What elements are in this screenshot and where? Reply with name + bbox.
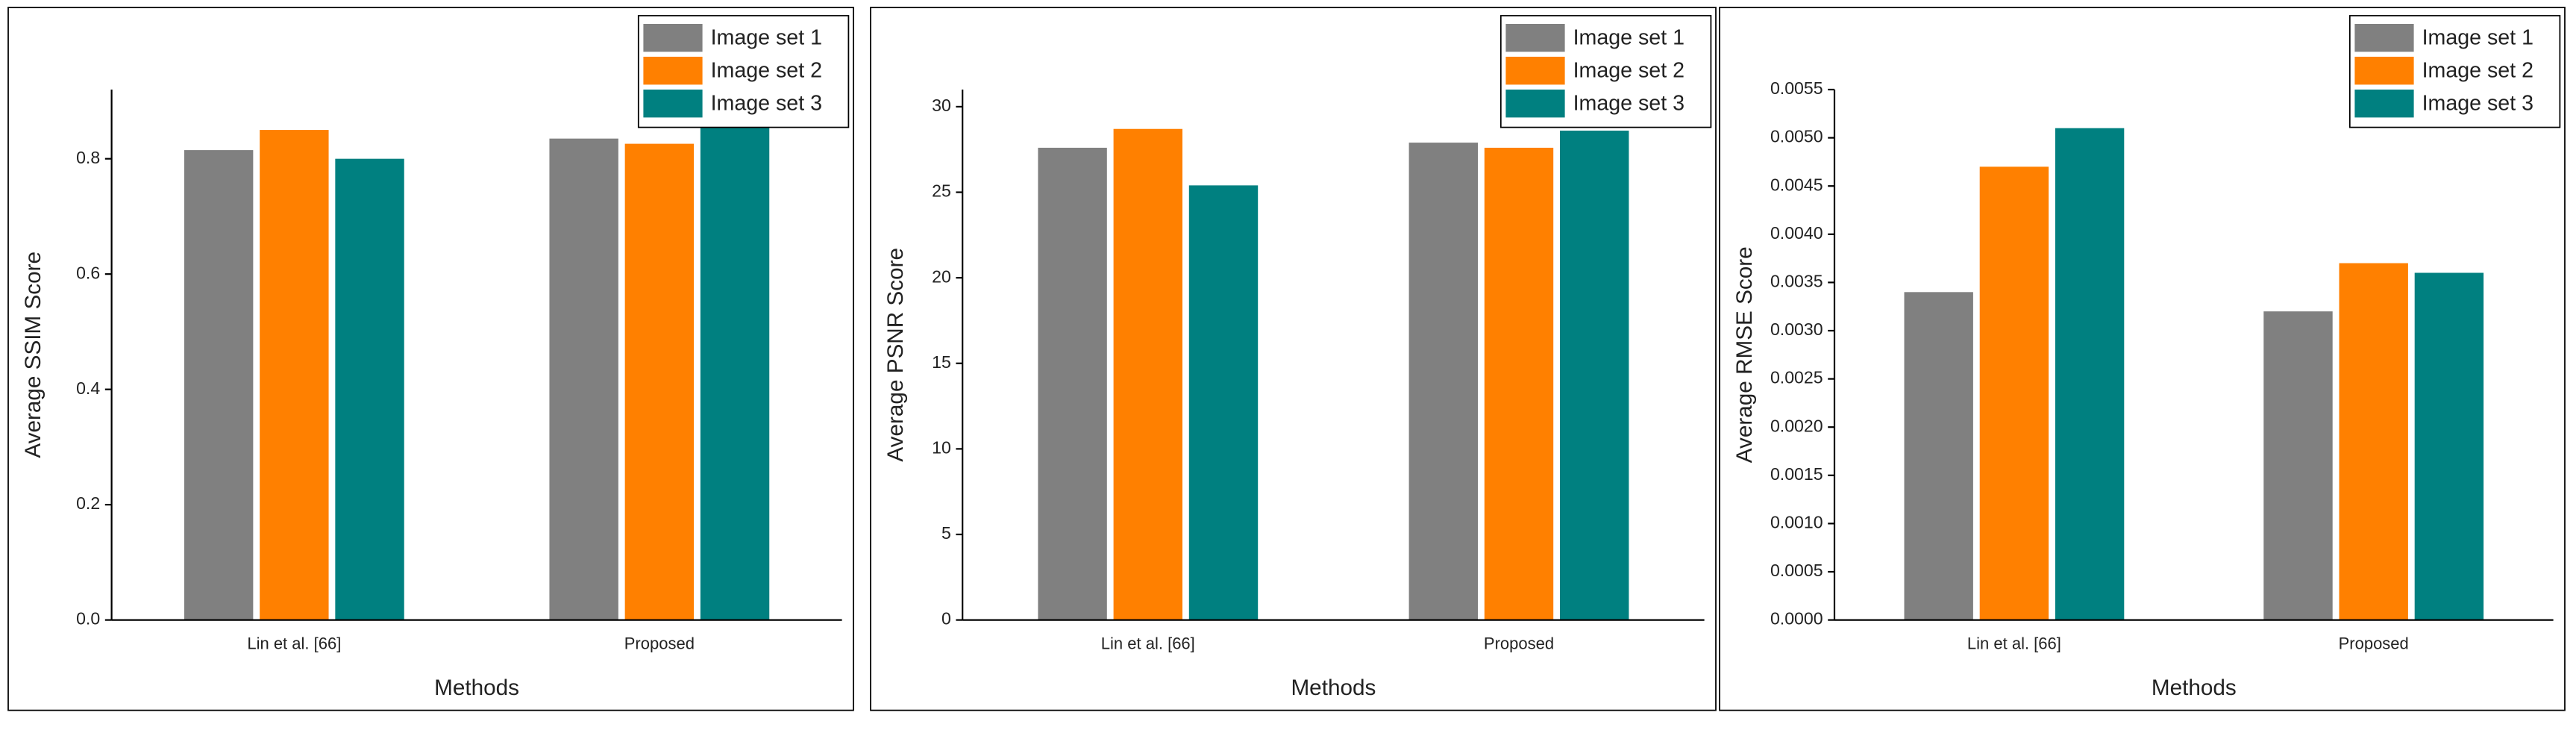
y-tick-label: 0.0 xyxy=(76,609,100,628)
legend-swatch xyxy=(1505,24,1565,52)
legend-label: Image set 2 xyxy=(2422,58,2533,82)
bar xyxy=(184,150,254,620)
bar xyxy=(2414,272,2484,620)
bar xyxy=(1484,147,1554,620)
y-tick-label: 0.0055 xyxy=(1770,78,1823,98)
x-tick-label: Lin et al. [66] xyxy=(1967,634,2061,652)
y-tick-label: 25 xyxy=(932,181,951,201)
legend-label: Image set 1 xyxy=(2422,25,2533,49)
y-axis-label: Average PSNR Score xyxy=(883,248,908,462)
y-tick-label: 0.0015 xyxy=(1770,464,1823,484)
bar xyxy=(549,138,618,620)
y-tick-label: 0.0010 xyxy=(1770,513,1823,532)
legend-swatch xyxy=(2354,90,2414,118)
chart-panel: Lin et al. [66] Proposed 0.0 0.2 0.4 0.6 0.8 Me… xyxy=(7,7,854,711)
bar xyxy=(260,130,329,620)
legend-swatch xyxy=(2354,24,2414,52)
bar xyxy=(335,158,404,620)
y-axis-label: Average RMSE Score xyxy=(1732,246,1757,463)
bar xyxy=(1188,185,1259,620)
legend-swatch xyxy=(1505,90,1565,118)
bar xyxy=(2055,128,2125,620)
y-tick-label: 0.6 xyxy=(76,263,100,282)
x-axis-label: Methods xyxy=(434,676,519,700)
y-axis-label: Average SSIM Score xyxy=(21,252,46,458)
x-tick-label: Lin et al. [66] xyxy=(247,634,341,652)
legend-label: Image set 1 xyxy=(711,25,822,49)
legend-swatch xyxy=(643,90,703,118)
y-tick-label: 0.0035 xyxy=(1770,272,1823,291)
y-tick-label: 0 xyxy=(941,609,951,628)
legend-swatch xyxy=(2354,57,2414,85)
x-tick-label: Lin et al. [66] xyxy=(1101,634,1195,652)
x-tick-label: Proposed xyxy=(624,634,695,652)
y-tick-label: 5 xyxy=(941,523,951,543)
bar xyxy=(1038,147,1107,620)
y-tick-label: 0.4 xyxy=(76,378,100,398)
bar xyxy=(1560,131,1629,620)
y-tick-label: 0.2 xyxy=(76,493,100,513)
y-tick-label: 0.0005 xyxy=(1770,561,1823,580)
y-tick-label: 0.0050 xyxy=(1770,127,1823,146)
legend-swatch xyxy=(643,24,703,52)
bar xyxy=(2339,263,2408,620)
y-tick-label: 0.0025 xyxy=(1770,368,1823,387)
bar xyxy=(1113,128,1182,620)
legend-swatch xyxy=(1505,57,1565,85)
y-tick-label: 0.0000 xyxy=(1770,609,1823,628)
y-tick-label: 15 xyxy=(932,352,951,372)
y-tick-label: 0.0045 xyxy=(1770,175,1823,194)
bar xyxy=(624,143,695,620)
legend-swatch xyxy=(643,57,703,85)
legend-label: Image set 2 xyxy=(1573,58,1685,82)
legend-label: Image set 2 xyxy=(711,58,822,82)
bar xyxy=(1979,166,2049,620)
y-tick-label: 0.0040 xyxy=(1770,223,1823,243)
chart-panel: Lin et al. [66] Proposed 0.0000 0.0005 0.001… xyxy=(1719,7,2566,711)
legend-label: Image set 3 xyxy=(2422,91,2533,115)
bar xyxy=(2263,311,2333,620)
x-axis-label: Methods xyxy=(2152,676,2237,700)
y-tick-label: 0.8 xyxy=(76,148,100,167)
bar xyxy=(1904,292,1973,620)
y-tick-label: 10 xyxy=(932,437,951,457)
x-tick-label: Proposed xyxy=(1484,634,1554,652)
x-tick-label: Proposed xyxy=(2339,634,2409,652)
x-axis-label: Methods xyxy=(1291,676,1376,700)
y-tick-label: 20 xyxy=(932,266,951,286)
y-tick-label: 30 xyxy=(932,96,951,115)
legend-label: Image set 3 xyxy=(1573,91,1685,115)
bar xyxy=(700,127,770,620)
y-tick-label: 0.0030 xyxy=(1770,319,1823,339)
legend-label: Image set 3 xyxy=(711,91,822,115)
bar xyxy=(1408,143,1478,620)
chart-panel: Lin et al. [66] Proposed 0 5 10 15 20 25 30 Metho… xyxy=(870,7,1717,711)
legend-label: Image set 1 xyxy=(1573,25,1685,49)
y-tick-label: 0.0020 xyxy=(1770,416,1823,435)
